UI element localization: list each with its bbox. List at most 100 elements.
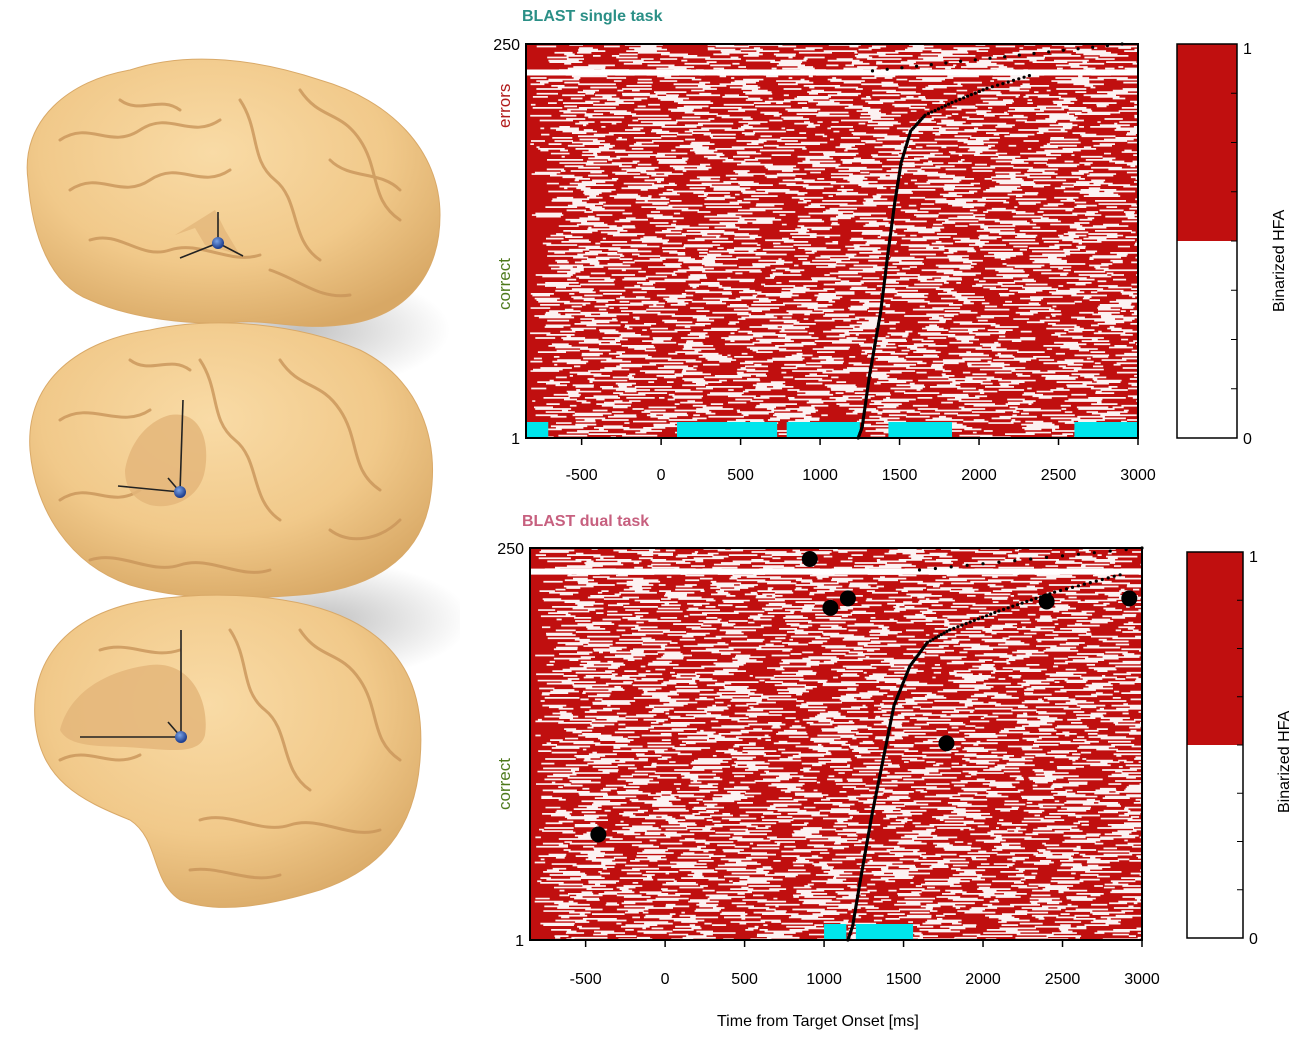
rt-dot	[1112, 574, 1116, 578]
rt-dot	[942, 631, 946, 635]
rt-dot	[940, 105, 944, 109]
rt-dot	[1001, 82, 1005, 86]
brain-view-middle	[29, 322, 433, 599]
rt-dot-error	[915, 64, 919, 68]
outlier-marker	[822, 599, 839, 616]
rt-dot-error	[1108, 549, 1112, 553]
rt-dot	[934, 636, 938, 640]
rt-dot-error	[973, 58, 977, 62]
x-tick-label: 2500	[1041, 467, 1077, 484]
rt-dot-error	[900, 66, 904, 70]
outlier-marker	[590, 826, 607, 843]
y-tick-label-top: 250	[497, 541, 524, 558]
rt-dot	[966, 94, 970, 98]
y-tick-label-top: 250	[493, 37, 520, 54]
outlier-marker	[1038, 593, 1055, 610]
rt-dot	[985, 86, 989, 90]
x-tick-label: 1000	[802, 467, 838, 484]
rt-dot-error	[929, 63, 933, 67]
rt-dot-error	[1091, 45, 1095, 49]
colorbar-inactive	[1177, 241, 1237, 438]
rt-dot-error	[988, 56, 992, 60]
rt-dot	[952, 626, 956, 630]
rt-dot-error	[1017, 53, 1021, 57]
inactive-streaks	[534, 548, 1142, 941]
rt-dot	[969, 93, 974, 97]
rt-dot	[936, 107, 941, 111]
rt-dot	[1058, 588, 1063, 593]
x-tick-label: 500	[731, 971, 758, 988]
rt-dot	[1100, 577, 1104, 582]
x-axis-label: Time from Target Onset [ms]	[717, 1013, 919, 1030]
rt-dot	[1025, 599, 1029, 604]
brain-view-top	[26, 58, 441, 327]
x-tick-label: 0	[657, 467, 666, 484]
rt-dot-error	[933, 566, 938, 571]
x-tick-label: 2000	[965, 971, 1001, 988]
rt-dot	[1106, 576, 1110, 580]
rt-dot-error	[1092, 551, 1096, 555]
significance-window	[526, 422, 549, 437]
significance-window	[786, 422, 860, 437]
rt-dot-error	[1029, 557, 1033, 561]
rt-dot	[933, 108, 937, 113]
rt-dot	[1002, 607, 1006, 612]
rt-dot	[985, 614, 989, 618]
x-tick-label: 2000	[961, 467, 997, 484]
y-tick-label-bottom: 1	[515, 933, 524, 950]
rt-dot	[939, 633, 943, 637]
rt-dot	[993, 610, 997, 615]
heatmap-panel-0: -500 0 500 1000 1500 2000 2500 3000 250 1 1 0	[493, 37, 1252, 484]
rt-dot-error	[965, 563, 969, 567]
outlier-marker	[1121, 590, 1138, 607]
panel-title-dual: BLAST dual task	[522, 513, 650, 530]
rt-dot-error	[1076, 552, 1080, 556]
rt-dot-error	[981, 562, 985, 566]
rt-dot	[954, 99, 958, 103]
plot-frame	[529, 547, 1143, 941]
colorbar-max-label: 1	[1243, 41, 1252, 58]
rt-dot	[1064, 587, 1069, 591]
rt-dot	[928, 639, 932, 643]
heatmap-panel-1: -500 0 500 1000 1500 2000 2500 3000 250 1 1 0	[497, 541, 1258, 988]
rt-dot	[960, 623, 964, 627]
significance-window	[888, 422, 953, 437]
rt-dot	[962, 96, 966, 100]
rt-dot	[972, 618, 976, 623]
significance-window	[855, 924, 914, 939]
rt-dot	[1088, 581, 1092, 585]
rt-dot-error	[959, 59, 963, 64]
outlier-marker	[938, 735, 955, 752]
rt-dot-error	[949, 565, 953, 569]
rt-dot	[997, 609, 1001, 613]
rt-dot	[956, 625, 960, 629]
rt-dot	[1027, 74, 1031, 78]
rt-dot	[1011, 78, 1016, 82]
outlier-marker	[839, 590, 856, 607]
colorbar-max-label: 1	[1249, 549, 1258, 566]
rt-dot-error	[917, 568, 922, 572]
rt-dot	[943, 104, 947, 108]
colorbar-min-label: 0	[1249, 931, 1258, 948]
rt-dot	[1070, 585, 1075, 590]
rt-dot	[945, 629, 949, 634]
rt-dot	[1017, 77, 1021, 81]
group-separator	[530, 568, 1142, 575]
y-tick-label-bottom: 1	[511, 431, 520, 448]
rt-dot-error	[870, 69, 875, 73]
rt-dot	[1082, 582, 1086, 586]
rt-dot	[1006, 80, 1010, 84]
rt-dot	[1094, 579, 1098, 583]
rt-dot	[931, 637, 935, 641]
rt-dot	[1076, 584, 1080, 588]
brain-view-bottom	[34, 594, 422, 908]
rt-dot	[950, 100, 954, 105]
rt-dot	[981, 88, 985, 92]
rt-dot	[923, 113, 927, 117]
x-tick-label: 1500	[886, 971, 922, 988]
rt-dot	[1118, 573, 1122, 577]
significance-window	[1074, 422, 1138, 437]
rt-dot-error	[944, 61, 948, 65]
rt-dot	[1029, 598, 1033, 602]
